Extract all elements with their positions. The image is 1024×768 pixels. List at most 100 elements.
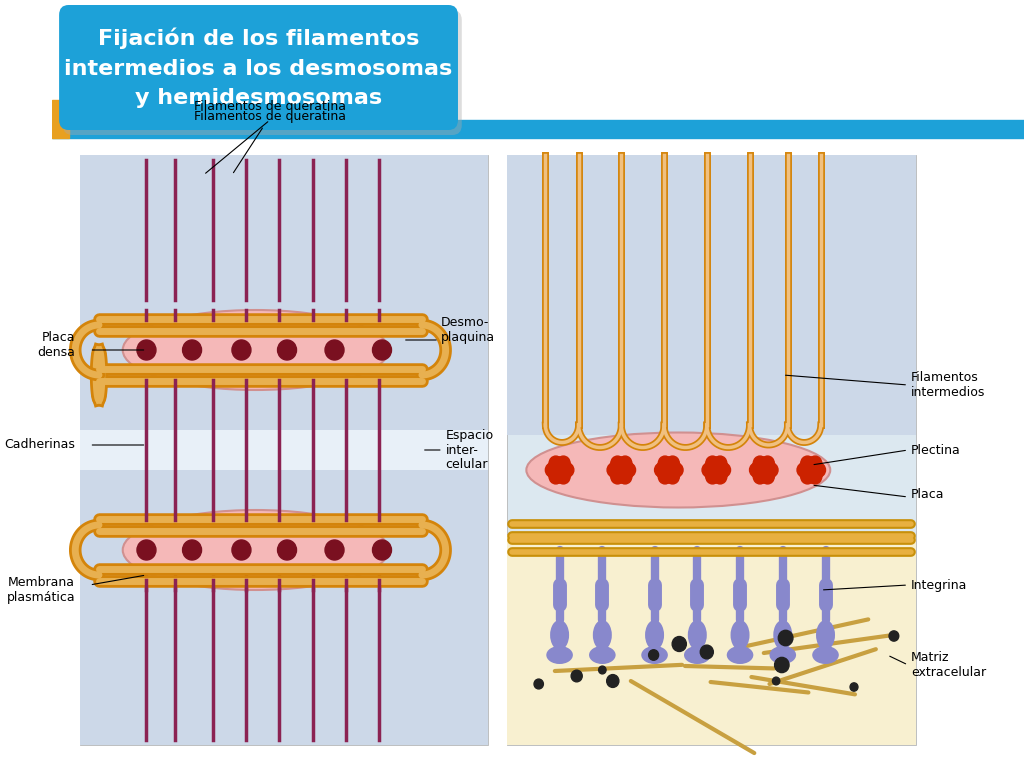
Text: Plectina: Plectina (911, 443, 961, 456)
Ellipse shape (645, 620, 664, 650)
Circle shape (765, 463, 778, 477)
Circle shape (714, 456, 727, 470)
Circle shape (599, 666, 606, 674)
Ellipse shape (641, 646, 668, 664)
Circle shape (623, 463, 636, 477)
Circle shape (801, 470, 814, 484)
Circle shape (799, 457, 823, 483)
Circle shape (232, 540, 251, 560)
Text: Filamentos
intermedios: Filamentos intermedios (911, 371, 985, 399)
Ellipse shape (123, 310, 389, 390)
Circle shape (812, 463, 825, 477)
Circle shape (752, 457, 776, 483)
Ellipse shape (769, 646, 796, 664)
Circle shape (182, 540, 202, 560)
Circle shape (666, 470, 679, 484)
Circle shape (547, 457, 572, 483)
Circle shape (670, 463, 683, 477)
Circle shape (703, 457, 729, 483)
Circle shape (325, 340, 344, 360)
Circle shape (609, 457, 634, 483)
Text: Espacio
inter-
celular: Espacio inter- celular (445, 429, 494, 472)
FancyBboxPatch shape (59, 5, 458, 130)
Text: Membrana
plasmática: Membrana plasmática (6, 576, 75, 604)
Circle shape (606, 674, 618, 687)
Circle shape (232, 340, 251, 360)
Ellipse shape (593, 620, 611, 650)
Circle shape (611, 456, 625, 470)
Ellipse shape (123, 510, 389, 590)
Circle shape (656, 457, 681, 483)
Text: Filamentos de queratina: Filamentos de queratina (194, 110, 346, 173)
Circle shape (889, 631, 899, 641)
Circle shape (654, 463, 668, 477)
Circle shape (702, 463, 716, 477)
Circle shape (754, 470, 767, 484)
Circle shape (137, 540, 156, 560)
Circle shape (700, 645, 714, 659)
Text: Integrina: Integrina (911, 578, 968, 591)
Circle shape (325, 540, 344, 560)
Ellipse shape (589, 646, 615, 664)
Circle shape (618, 456, 632, 470)
Circle shape (618, 470, 632, 484)
Circle shape (182, 340, 202, 360)
Circle shape (278, 540, 297, 560)
Bar (80, 430, 488, 470)
Circle shape (761, 456, 774, 470)
Ellipse shape (526, 432, 830, 508)
Circle shape (549, 470, 562, 484)
Ellipse shape (688, 620, 707, 650)
Circle shape (658, 470, 672, 484)
Circle shape (717, 463, 730, 477)
Circle shape (278, 340, 297, 360)
Bar (80, 155, 488, 430)
Circle shape (658, 456, 672, 470)
Text: Desmo-
plaquina: Desmo- plaquina (441, 316, 495, 344)
Text: Placa
densa: Placa densa (37, 331, 75, 359)
Bar (80, 470, 488, 745)
Circle shape (571, 670, 583, 682)
Text: Filamentos de queratina: Filamentos de queratina (194, 100, 346, 113)
Circle shape (137, 340, 156, 360)
Ellipse shape (816, 620, 835, 650)
Circle shape (714, 470, 727, 484)
Bar (51, 120, 1024, 138)
Circle shape (778, 631, 793, 646)
Ellipse shape (684, 646, 711, 664)
Circle shape (611, 470, 625, 484)
Circle shape (549, 456, 562, 470)
Circle shape (373, 540, 391, 560)
Circle shape (706, 470, 719, 484)
Circle shape (808, 456, 821, 470)
Ellipse shape (550, 620, 569, 650)
Circle shape (808, 470, 821, 484)
Bar (507, 155, 915, 745)
Bar (80, 155, 488, 745)
Circle shape (607, 463, 621, 477)
Bar (507, 155, 915, 435)
Circle shape (546, 463, 559, 477)
Ellipse shape (546, 646, 572, 664)
Circle shape (706, 456, 719, 470)
Circle shape (560, 463, 573, 477)
Circle shape (557, 470, 570, 484)
Bar (51, 100, 69, 138)
Circle shape (666, 456, 679, 470)
Circle shape (535, 679, 544, 689)
Circle shape (754, 456, 767, 470)
Bar (507, 535, 915, 745)
Text: Matriz
extracelular: Matriz extracelular (911, 651, 986, 679)
Circle shape (850, 683, 858, 691)
Circle shape (557, 456, 570, 470)
FancyBboxPatch shape (62, 10, 462, 135)
Circle shape (750, 463, 763, 477)
Circle shape (761, 470, 774, 484)
Circle shape (797, 463, 810, 477)
Ellipse shape (812, 646, 839, 664)
Text: Fijación de los filamentos
intermedios a los desmosomas
y hemidesmosomas: Fijación de los filamentos intermedios a… (65, 28, 453, 108)
Ellipse shape (730, 620, 750, 650)
Text: Placa: Placa (911, 488, 944, 502)
Circle shape (672, 637, 686, 651)
Circle shape (648, 650, 658, 660)
